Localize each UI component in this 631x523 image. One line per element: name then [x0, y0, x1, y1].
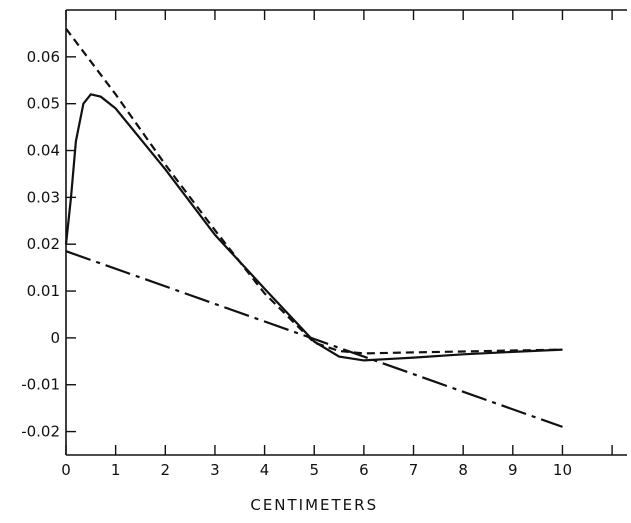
x-tick-label: 1 — [111, 461, 121, 479]
x-tick-label: 9 — [508, 461, 518, 479]
y-tick-label: 0.04 — [27, 142, 60, 160]
x-tick-label: 6 — [359, 461, 369, 479]
y-tick-label: 0.01 — [27, 282, 60, 300]
series-line-solid — [66, 94, 563, 360]
y-tick-label: -0.02 — [21, 423, 60, 441]
plot-frame — [66, 10, 627, 455]
x-tick-label: 5 — [309, 461, 319, 479]
series-line-dashdot — [66, 251, 563, 427]
y-tick-label: 0.05 — [27, 95, 60, 113]
y-tick-label: -0.01 — [21, 376, 60, 394]
x-tick-label: 7 — [409, 461, 419, 479]
axis-ticks — [66, 10, 612, 455]
x-tick-label: 0 — [61, 461, 71, 479]
x-tick-label: 3 — [210, 461, 220, 479]
x-axis-label: CENTIMETERS — [250, 496, 378, 514]
series-group — [66, 29, 563, 427]
x-tick-label: 10 — [553, 461, 572, 479]
x-tick-label: 4 — [260, 461, 270, 479]
y-tick-label: 0.02 — [27, 235, 60, 253]
tick-labels: 0 1 2 3 4 5 6 7 8 9 10 0.06 0.05 0.04 0.03 0.02 0.01 0 -0.… — [21, 48, 572, 479]
y-tick-label: 0 — [50, 329, 60, 347]
series-line-dashed — [66, 29, 563, 354]
x-tick-label: 8 — [458, 461, 468, 479]
y-tick-label: 0.03 — [27, 188, 60, 206]
y-tick-label: 0.06 — [27, 48, 60, 66]
x-tick-label: 2 — [161, 461, 171, 479]
